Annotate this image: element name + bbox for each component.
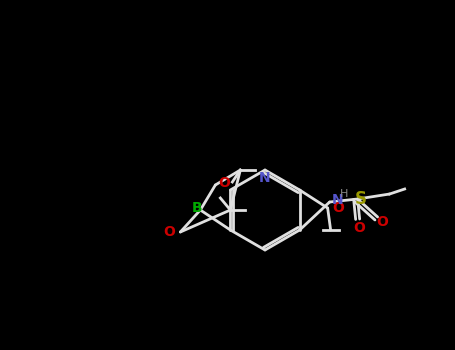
Text: B: B bbox=[192, 201, 202, 215]
Text: S: S bbox=[354, 190, 367, 208]
Text: N: N bbox=[259, 171, 271, 185]
Text: H: H bbox=[339, 189, 348, 199]
Text: N: N bbox=[332, 193, 343, 207]
Text: O: O bbox=[377, 215, 389, 229]
Text: O: O bbox=[218, 176, 230, 190]
Text: O: O bbox=[163, 225, 175, 239]
Text: O: O bbox=[333, 201, 344, 215]
Text: O: O bbox=[354, 221, 365, 235]
